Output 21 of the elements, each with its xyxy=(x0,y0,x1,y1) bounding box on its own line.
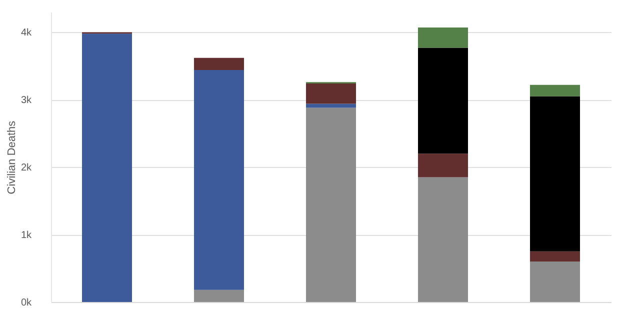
bar xyxy=(418,154,468,178)
y-tick-label: 1k xyxy=(20,230,32,242)
y-tick-label: 0k xyxy=(20,298,32,308)
y-tick-label: 3k xyxy=(20,95,32,106)
bar xyxy=(418,28,468,48)
bar xyxy=(306,108,356,302)
y-tick-label: 4k xyxy=(20,28,32,39)
y-axis-title: Civilian Deaths xyxy=(6,120,18,194)
bar xyxy=(530,96,580,252)
bar xyxy=(418,177,468,302)
bar xyxy=(530,84,580,96)
bar xyxy=(418,48,468,154)
bar xyxy=(194,58,244,70)
bar xyxy=(82,34,132,302)
bar xyxy=(306,83,356,104)
bar xyxy=(194,290,244,302)
bar xyxy=(530,262,580,302)
bar xyxy=(306,104,356,108)
y-tick-label: 2k xyxy=(20,162,32,174)
bar xyxy=(530,251,580,262)
bar xyxy=(194,70,244,290)
